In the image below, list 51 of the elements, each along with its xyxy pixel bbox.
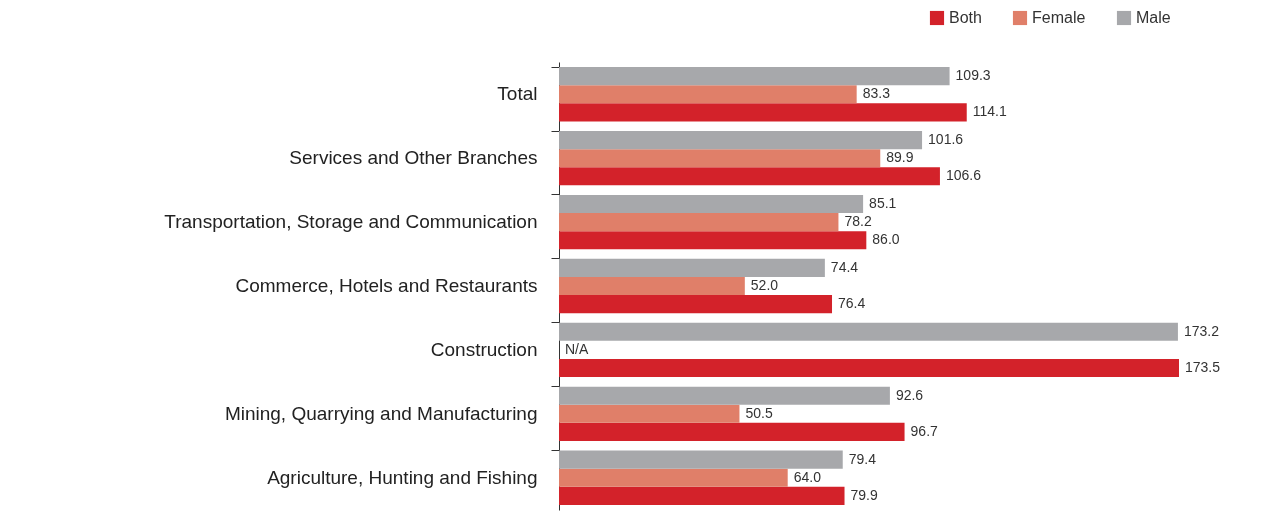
data-label: 101.6 [928,131,964,148]
data-label: 109.3 [955,67,991,84]
bar [559,67,950,86]
bar [559,149,881,168]
bar [559,322,1178,341]
y-tick-label: Transportation, Storage and Communication [164,211,538,233]
data-label: 85.1 [869,194,897,211]
data-label: 173.5 [1185,359,1221,376]
bar [559,194,864,214]
data-label: 76.4 [838,295,866,312]
bar [559,386,890,405]
y-tick-label: Agriculture, Hunting and Fishing [267,466,538,488]
bar [559,103,967,122]
data-label: 79.9 [850,486,878,503]
data-label: 52.0 [750,277,779,293]
y-tick-label: Commerce, Hotels and Restaurants [235,275,538,296]
legend-label: Male [1136,9,1171,26]
data-label: 106.6 [945,167,982,184]
data-label: 78.2 [844,213,872,230]
legend-label: Female [1032,9,1086,26]
bar [559,358,1179,378]
data-label: 79.4 [848,450,877,467]
bar [559,295,833,314]
y-tick-label: Services and Other Branches [289,147,538,169]
bar [559,258,825,277]
y-tick-label: Total [497,83,538,105]
bar [559,422,905,441]
y-tick-label: Construction [430,338,538,360]
bar [559,167,940,186]
data-label: 92.6 [895,386,924,403]
legend-label: Both [949,9,982,26]
data-label: 64.0 [793,468,822,485]
data-label: 50.5 [745,404,773,421]
bar [559,231,867,250]
data-label: 96.7 [910,422,939,439]
data-label: 114.1 [972,103,1007,120]
y-tick-label: Mining, Quarrying and Manufacturing [224,402,538,424]
data-label: 89.9 [886,149,914,166]
bar [559,85,857,104]
data-label: 86.0 [872,231,900,248]
data-label: 74.4 [830,258,859,275]
bar [559,404,740,423]
text: N/A [565,340,589,357]
bar [559,276,745,296]
data-label: 83.3 [862,85,891,102]
bar [559,468,788,487]
bar [559,450,843,469]
bar [559,213,839,232]
bar [559,131,923,150]
data-label: 173.2 [1183,322,1220,339]
bar [559,486,845,505]
